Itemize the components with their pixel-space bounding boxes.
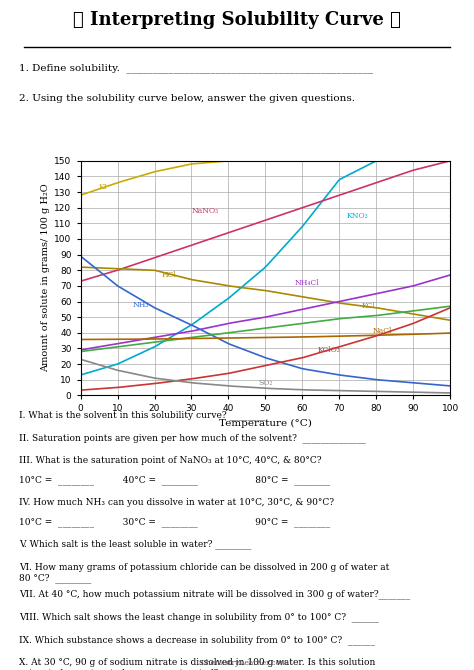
Text: NH₄Cl: NH₄Cl xyxy=(295,279,319,287)
Text: KNO₃: KNO₃ xyxy=(347,212,368,220)
Text: 1. Define solubility.  _______________________________________________: 1. Define solubility. __________________… xyxy=(19,64,373,73)
Text: ⚗ Interpreting Solubility Curve ⚗: ⚗ Interpreting Solubility Curve ⚗ xyxy=(73,11,401,29)
X-axis label: Temperature (°C): Temperature (°C) xyxy=(219,419,312,428)
Text: X. At 30 °C, 90 g of sodium nitrate is dissolved in 100 g water. Is this solutio: X. At 30 °C, 90 g of sodium nitrate is d… xyxy=(19,658,375,670)
Text: III. What is the saturation point of NaNO₃ at 10°C, 40°C, & 80°C?: III. What is the saturation point of NaN… xyxy=(19,456,321,464)
Text: 2. Using the solubility curve below, answer the given questions.: 2. Using the solubility curve below, ans… xyxy=(19,94,355,103)
Text: KI: KI xyxy=(99,184,108,192)
Text: 10°C =  ________          40°C =  ________                    80°C =  ________: 10°C = ________ 40°C = ________ 80°C = _… xyxy=(19,475,330,484)
Text: SO₂: SO₂ xyxy=(258,379,273,387)
Text: NaCl: NaCl xyxy=(373,327,392,335)
Text: IV. How much NH₃ can you dissolve in water at 10°C, 30°C, & 90°C?: IV. How much NH₃ can you dissolve in wat… xyxy=(19,498,334,507)
Y-axis label: Amount of solute in grams/ 100 g H₂O: Amount of solute in grams/ 100 g H₂O xyxy=(41,184,50,373)
Text: I. What is the solvent in this solubility curve? ________: I. What is the solvent in this solubilit… xyxy=(19,410,265,419)
Text: VII. At 40 °C, how much potassium nitrate will be dissolved in 300 g of water?__: VII. At 40 °C, how much potassium nitrat… xyxy=(19,590,410,599)
Text: IX. Which substance shows a decrease in solubility from 0° to 100° C?  ______: IX. Which substance shows a decrease in … xyxy=(19,635,374,645)
Text: V. Which salt is the least soluble in water? ________: V. Which salt is the least soluble in wa… xyxy=(19,540,251,549)
Text: KClO₃: KClO₃ xyxy=(317,346,340,354)
Text: ChemistryLearner.com: ChemistryLearner.com xyxy=(201,659,288,667)
Text: VI. How many grams of potassium chloride can be dissolved in 200 g of water at
8: VI. How many grams of potassium chloride… xyxy=(19,563,389,583)
Text: NH₃: NH₃ xyxy=(132,301,149,309)
Text: NaNO₃: NaNO₃ xyxy=(191,207,219,215)
Text: 10°C =  ________          30°C =  ________                    90°C =  ________: 10°C = ________ 30°C = ________ 90°C = _… xyxy=(19,517,330,527)
Text: II. Saturation points are given per how much of the solvent?  ______________: II. Saturation points are given per how … xyxy=(19,433,365,442)
Text: VIII. Which salt shows the least change in solubility from 0° to 100° C?  ______: VIII. Which salt shows the least change … xyxy=(19,612,379,622)
Text: KCl: KCl xyxy=(362,302,375,310)
Text: HCl: HCl xyxy=(162,271,177,279)
